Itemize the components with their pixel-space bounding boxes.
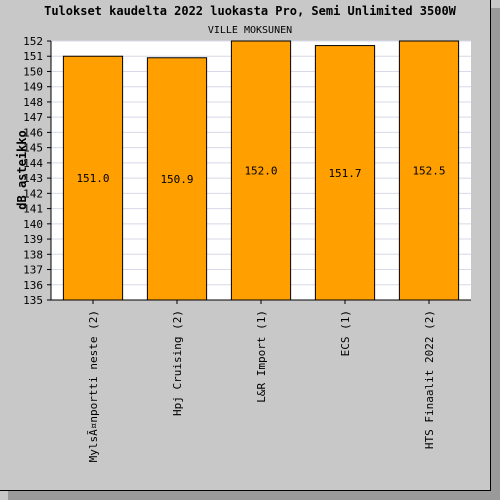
- chart-title: Tulokset kaudelta 2022 luokasta Pro, Sem…: [44, 4, 457, 18]
- plot-area: 135 136 137 138 139 140 141 142 143 144 145 146 147 1…: [23, 35, 471, 462]
- y-axis-label: dB asteikko: [15, 130, 29, 209]
- y-tick-label: 140: [23, 218, 43, 231]
- y-tick-label: 143: [23, 172, 43, 185]
- frame-shadow-bottom: [8, 491, 500, 500]
- bar-value-label: 151.0: [76, 172, 109, 185]
- bar-chart: Tulokset kaudelta 2022 luokasta Pro, Sem…: [15, 4, 471, 462]
- bar-value-label: 152.5: [412, 165, 445, 178]
- x-tick-label: MylsÃ¤nportti neste (2): [87, 310, 100, 462]
- bar-value-label: 151.7: [328, 167, 361, 180]
- x-tick-label: ECS (1): [339, 310, 352, 356]
- y-tick-label: 148: [23, 96, 43, 109]
- y-tick-label: 136: [23, 279, 43, 292]
- y-tick-label: 146: [23, 126, 43, 139]
- chart-frame: Tulokset kaudelta 2022 luokasta Pro, Sem…: [0, 0, 491, 491]
- bar: [146, 57, 208, 301]
- y-tick-label: 150: [23, 65, 43, 78]
- bar: [230, 40, 292, 301]
- x-tick-label: HTS Finaalit 2022 (2): [423, 310, 436, 449]
- y-tick-label: 151: [23, 50, 43, 63]
- y-tick-label: 147: [23, 111, 43, 124]
- y-tick-label: 142: [23, 187, 43, 200]
- bar: [398, 40, 460, 301]
- frame-shadow-right: [491, 8, 500, 500]
- y-tick-label: 141: [23, 203, 43, 216]
- y-tick-label: 152: [23, 35, 43, 48]
- bar-value-label: 150.9: [160, 173, 193, 186]
- y-tick-label: 135: [23, 294, 43, 307]
- bar-value-label: 152.0: [244, 165, 277, 178]
- y-tick-label: 149: [23, 81, 43, 94]
- y-tick-label: 137: [23, 264, 43, 277]
- x-tick-label: Hpj Cruising (2): [171, 310, 184, 416]
- y-tick-label: 145: [23, 142, 43, 155]
- y-tick-label: 144: [23, 157, 43, 170]
- y-tick-label: 138: [23, 248, 43, 261]
- bar: [314, 45, 376, 301]
- y-tick-label: 139: [23, 233, 43, 246]
- x-tick-label: L&R Import (1): [255, 310, 268, 403]
- chart-subtitle: VILLE MOKSUNEN: [208, 25, 292, 36]
